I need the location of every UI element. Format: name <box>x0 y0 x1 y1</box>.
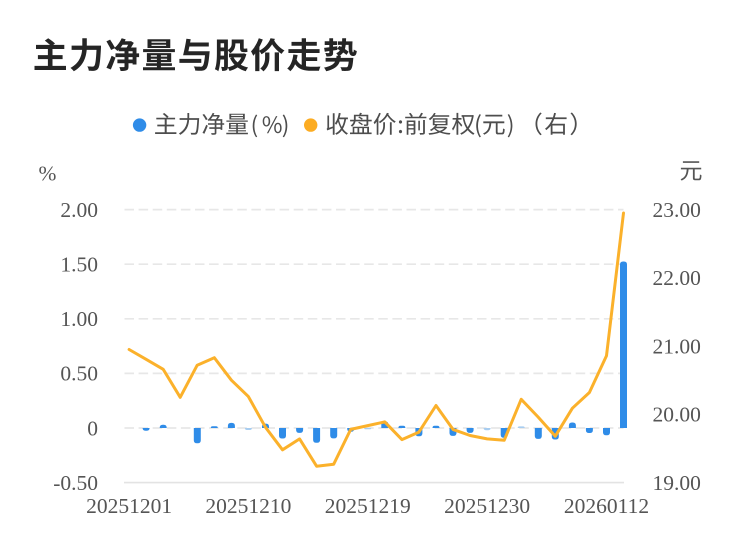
svg-text:22.00: 22.00 <box>653 266 701 290</box>
svg-text:2.00: 2.00 <box>60 198 98 222</box>
svg-text:21.00: 21.00 <box>653 334 701 358</box>
svg-text:20251230: 20251230 <box>444 494 530 518</box>
svg-text:0.50: 0.50 <box>60 362 98 386</box>
svg-text:20.00: 20.00 <box>653 403 701 427</box>
svg-text:20251219: 20251219 <box>325 494 411 518</box>
svg-text:%: % <box>39 162 57 186</box>
svg-text:-0.50: -0.50 <box>53 471 98 495</box>
svg-text:1.50: 1.50 <box>60 253 98 277</box>
svg-text:20260112: 20260112 <box>564 494 649 518</box>
svg-text:0: 0 <box>87 416 98 440</box>
svg-text:20251210: 20251210 <box>205 494 291 518</box>
svg-text:20251201: 20251201 <box>86 494 172 518</box>
svg-text:1.00: 1.00 <box>60 307 98 331</box>
svg-text:19.00: 19.00 <box>653 471 701 495</box>
svg-text:23.00: 23.00 <box>653 198 701 222</box>
